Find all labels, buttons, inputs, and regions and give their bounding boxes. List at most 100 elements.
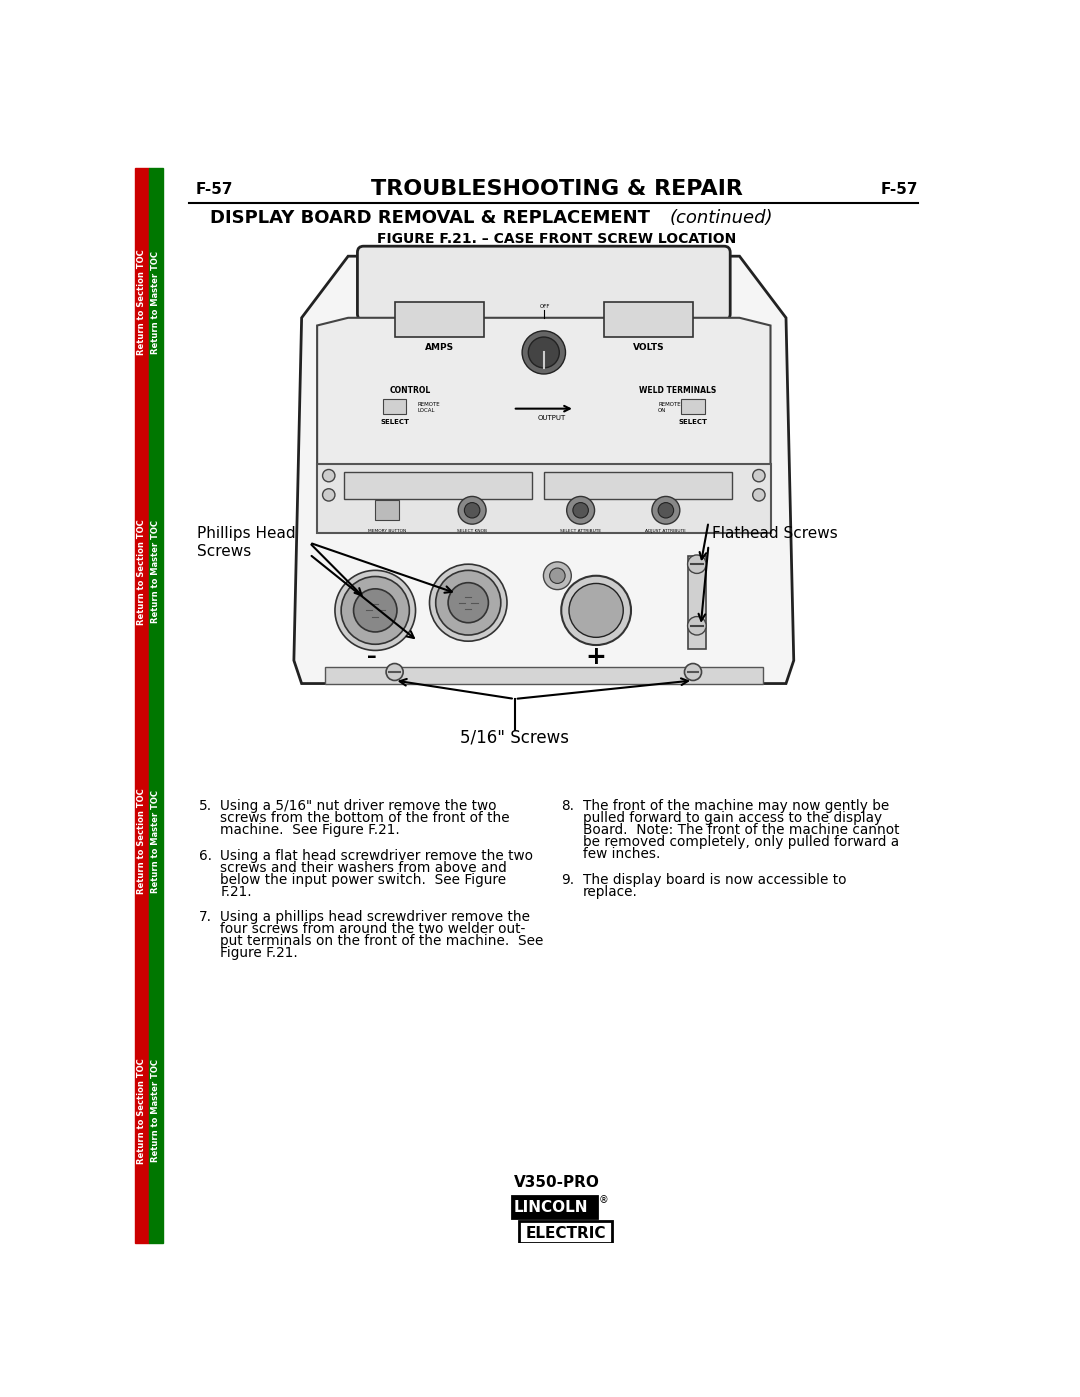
Polygon shape: [294, 256, 794, 683]
Text: be removed completely, only pulled forward a: be removed completely, only pulled forwa…: [583, 835, 899, 849]
Text: REMOTE: REMOTE: [658, 401, 680, 407]
Circle shape: [528, 337, 559, 367]
Bar: [149, 168, 163, 1243]
Circle shape: [685, 664, 702, 680]
Text: few inches.: few inches.: [583, 847, 660, 861]
Text: screws and their washers from above and: screws and their washers from above and: [220, 861, 507, 875]
Text: pulled forward to gain access to the display: pulled forward to gain access to the dis…: [583, 812, 882, 826]
Text: Flathead Screws: Flathead Screws: [713, 525, 838, 541]
Text: +: +: [585, 644, 607, 669]
Circle shape: [550, 569, 565, 584]
Circle shape: [569, 584, 623, 637]
Text: SELECT: SELECT: [678, 419, 707, 425]
Text: ADJUST ATTRIBUTE: ADJUST ATTRIBUTE: [646, 529, 686, 534]
Text: Return to Master TOC: Return to Master TOC: [151, 521, 161, 623]
Text: (continued): (continued): [670, 210, 773, 228]
Circle shape: [448, 583, 488, 623]
Circle shape: [652, 496, 679, 524]
Circle shape: [658, 503, 674, 518]
Text: WELD TERMINALS: WELD TERMINALS: [639, 387, 716, 395]
Text: –: –: [366, 647, 376, 666]
Circle shape: [562, 576, 631, 645]
Circle shape: [688, 555, 706, 573]
Text: Return to Master TOC: Return to Master TOC: [151, 789, 161, 893]
Text: TROUBLESHOOTING & REPAIR: TROUBLESHOOTING & REPAIR: [370, 179, 743, 200]
Text: four screws from around the two welder out-: four screws from around the two welder o…: [220, 922, 526, 936]
Circle shape: [464, 503, 480, 518]
Text: put terminals on the front of the machine.  See: put terminals on the front of the machin…: [220, 935, 543, 949]
Circle shape: [543, 562, 571, 590]
Bar: [383, 398, 406, 414]
Text: Return to Section TOC: Return to Section TOC: [137, 250, 147, 355]
Text: ®: ®: [598, 1196, 608, 1206]
Text: Return to Section TOC: Return to Section TOC: [137, 520, 147, 624]
Bar: [604, 302, 693, 337]
Text: Using a 5/16" nut driver remove the two: Using a 5/16" nut driver remove the two: [220, 799, 497, 813]
Text: ON: ON: [658, 408, 666, 412]
Circle shape: [341, 577, 409, 644]
Circle shape: [387, 664, 403, 680]
Bar: [688, 556, 706, 648]
Text: MEMORY BUTTON: MEMORY BUTTON: [368, 529, 406, 534]
Text: 5.: 5.: [199, 799, 212, 813]
Circle shape: [567, 496, 595, 524]
Bar: [345, 472, 532, 499]
Text: ELECTRIC: ELECTRIC: [526, 1225, 606, 1241]
Text: Using a phillips head screwdriver remove the: Using a phillips head screwdriver remove…: [220, 911, 530, 925]
Circle shape: [572, 503, 589, 518]
FancyBboxPatch shape: [357, 246, 730, 320]
Text: LINCOLN: LINCOLN: [513, 1200, 588, 1215]
Text: OFF: OFF: [540, 303, 551, 309]
Text: Return to Master TOC: Return to Master TOC: [151, 1059, 161, 1162]
Bar: [135, 168, 149, 1243]
Text: 8.: 8.: [562, 799, 575, 813]
Circle shape: [323, 489, 335, 502]
Text: Phillips Head
Screws: Phillips Head Screws: [197, 527, 296, 559]
Bar: [394, 302, 484, 337]
Bar: [318, 464, 770, 534]
Bar: [512, 1196, 597, 1218]
Text: The display board is now accessible to: The display board is now accessible to: [583, 873, 847, 887]
Circle shape: [335, 570, 416, 651]
Text: Board.  Note: The front of the machine cannot: Board. Note: The front of the machine ca…: [583, 823, 900, 837]
Circle shape: [430, 564, 507, 641]
Text: Return to Section TOC: Return to Section TOC: [137, 1058, 147, 1164]
Circle shape: [538, 346, 550, 359]
Circle shape: [458, 496, 486, 524]
Circle shape: [753, 469, 765, 482]
Text: Figure F.21.: Figure F.21.: [220, 946, 298, 960]
Text: VOLTS: VOLTS: [633, 344, 664, 352]
Text: F-57: F-57: [880, 182, 918, 197]
Text: OUTPUT: OUTPUT: [538, 415, 566, 420]
Text: 5/16" Screws: 5/16" Screws: [460, 728, 569, 746]
Text: Using a flat head screwdriver remove the two: Using a flat head screwdriver remove the…: [220, 849, 534, 863]
Text: screws from the bottom of the front of the: screws from the bottom of the front of t…: [220, 812, 510, 826]
Text: Return to Section TOC: Return to Section TOC: [137, 788, 147, 894]
Text: FIGURE F.21. – CASE FRONT SCREW LOCATION: FIGURE F.21. – CASE FRONT SCREW LOCATION: [377, 232, 737, 246]
Text: SELECT: SELECT: [380, 419, 409, 425]
Bar: [375, 500, 399, 520]
Bar: [519, 1221, 612, 1242]
Text: REMOTE: REMOTE: [418, 401, 441, 407]
Polygon shape: [318, 317, 770, 464]
Bar: [544, 472, 732, 499]
Circle shape: [323, 469, 335, 482]
Text: 7.: 7.: [199, 911, 212, 925]
Circle shape: [688, 616, 706, 636]
Text: DISPLAY BOARD REMOVAL & REPLACEMENT: DISPLAY BOARD REMOVAL & REPLACEMENT: [210, 210, 649, 228]
Text: AMPS: AMPS: [424, 344, 454, 352]
Text: below the input power switch.  See Figure: below the input power switch. See Figure: [220, 873, 507, 887]
Bar: [681, 398, 704, 414]
Text: V350-PRO: V350-PRO: [514, 1175, 599, 1190]
Text: SELECT ATTRIBUTE: SELECT ATTRIBUTE: [561, 529, 602, 534]
Text: machine.  See Figure F.21.: machine. See Figure F.21.: [220, 823, 400, 837]
Text: Return to Master TOC: Return to Master TOC: [151, 251, 161, 353]
Text: F-57: F-57: [195, 182, 233, 197]
Text: CONTROL: CONTROL: [390, 387, 431, 395]
Circle shape: [753, 489, 765, 502]
Text: 6.: 6.: [199, 849, 212, 863]
Text: F.21.: F.21.: [220, 884, 252, 898]
Circle shape: [353, 588, 397, 631]
Circle shape: [435, 570, 501, 636]
Bar: [325, 666, 762, 683]
